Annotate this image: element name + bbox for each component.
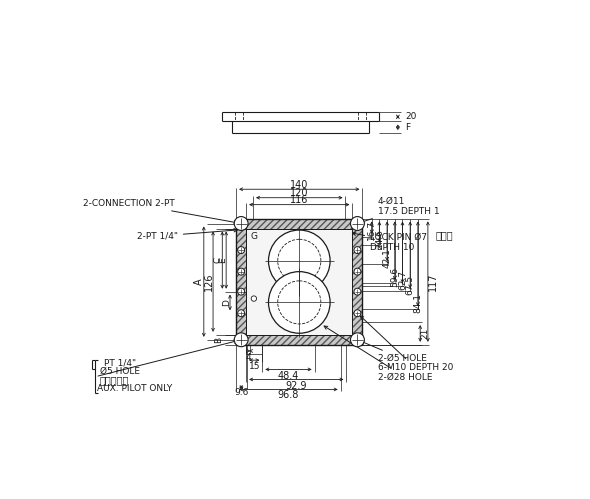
- Text: 固定稍: 固定稍: [435, 231, 453, 241]
- Text: 16.7: 16.7: [367, 220, 376, 241]
- Bar: [352, 219, 362, 345]
- Circle shape: [251, 296, 257, 301]
- Circle shape: [238, 288, 245, 295]
- Text: 117: 117: [428, 272, 438, 291]
- Text: 9.6: 9.6: [234, 388, 248, 397]
- Text: B: B: [214, 337, 223, 343]
- Text: 48.4: 48.4: [278, 371, 299, 381]
- Text: 4: 4: [245, 353, 251, 362]
- Text: 2-CONNECTION 2-PT: 2-CONNECTION 2-PT: [83, 199, 237, 224]
- Text: Ø5 HOLE: Ø5 HOLE: [100, 367, 140, 376]
- Text: 輔助引導孔: 輔助引導孔: [100, 376, 129, 386]
- Text: PT 1/4": PT 1/4": [104, 359, 137, 368]
- Circle shape: [354, 268, 361, 275]
- Text: F: F: [405, 123, 411, 132]
- Circle shape: [350, 333, 365, 347]
- Bar: [246, 219, 352, 229]
- Circle shape: [238, 268, 245, 275]
- Text: 2-PT 1/4": 2-PT 1/4": [137, 229, 237, 241]
- Text: 42.1: 42.1: [382, 248, 392, 268]
- Circle shape: [268, 230, 330, 291]
- Circle shape: [354, 310, 361, 317]
- Text: 21: 21: [420, 328, 430, 339]
- Text: 59.6: 59.6: [390, 266, 399, 287]
- Circle shape: [350, 217, 365, 231]
- Circle shape: [234, 217, 248, 231]
- Text: 120: 120: [290, 188, 309, 198]
- Text: C: C: [214, 257, 223, 263]
- Text: 62.7: 62.7: [398, 270, 407, 290]
- Bar: [236, 219, 246, 345]
- Text: AUX. PILOT ONLY: AUX. PILOT ONLY: [97, 384, 172, 393]
- Circle shape: [234, 333, 248, 347]
- Text: 6-M10 DEPTH 20: 6-M10 DEPTH 20: [360, 316, 453, 372]
- Text: E: E: [218, 257, 227, 263]
- Text: 20: 20: [405, 112, 417, 121]
- Text: 116: 116: [290, 195, 309, 205]
- Bar: [236, 219, 362, 345]
- Text: G: G: [250, 233, 257, 242]
- Text: 84.1: 84.1: [414, 293, 422, 313]
- Circle shape: [354, 247, 361, 253]
- Circle shape: [268, 271, 330, 333]
- Circle shape: [238, 310, 245, 317]
- Text: 24.6: 24.6: [375, 229, 384, 249]
- Circle shape: [238, 247, 245, 253]
- Text: A: A: [194, 278, 204, 285]
- Text: 140: 140: [290, 180, 309, 190]
- Text: 2-Ø28 HOLE: 2-Ø28 HOLE: [324, 326, 432, 382]
- Circle shape: [354, 288, 361, 295]
- Bar: [246, 335, 352, 345]
- Bar: [246, 229, 352, 335]
- Text: 96.8: 96.8: [278, 390, 299, 400]
- Text: 15: 15: [248, 362, 260, 371]
- Text: 2-Ø5 HOLE: 2-Ø5 HOLE: [361, 341, 427, 363]
- Text: 126: 126: [204, 272, 214, 291]
- Text: 4-Ø11
17.5 DEPTH 1: 4-Ø11 17.5 DEPTH 1: [361, 197, 440, 223]
- Text: 67.5: 67.5: [406, 275, 415, 295]
- Text: D: D: [222, 299, 231, 306]
- Text: 92.9: 92.9: [286, 381, 307, 391]
- Text: LOCK PIN Ø7
DEPTH 10: LOCK PIN Ø7 DEPTH 10: [352, 232, 427, 252]
